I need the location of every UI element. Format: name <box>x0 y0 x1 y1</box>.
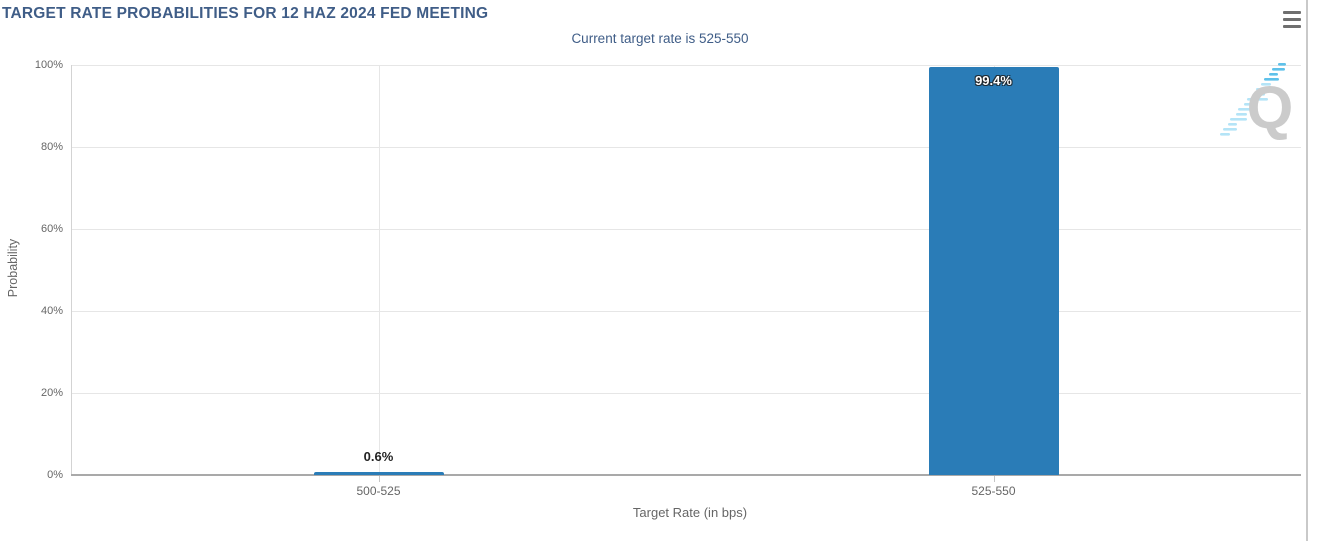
x-tick-mark <box>993 476 995 482</box>
hamburger-menu-icon <box>1283 18 1301 21</box>
chart-title: TARGET RATE PROBABILITIES FOR 12 HAZ 202… <box>2 5 489 22</box>
probability-bar[interactable] <box>928 67 1059 475</box>
y-tick-label: 20% <box>40 387 63 399</box>
x-tick-label: 500-525 <box>356 484 401 498</box>
hamburger-menu-icon <box>1283 25 1301 28</box>
y-tick-label: 0% <box>47 469 63 481</box>
x-axis-line <box>71 474 1301 476</box>
y-gridline <box>71 393 1301 394</box>
hamburger-menu-icon <box>1283 11 1301 14</box>
chart-context-menu-button[interactable] <box>1283 11 1301 28</box>
x-gridline <box>378 65 380 475</box>
y-tick-label: 100% <box>34 59 63 71</box>
bar-value-label: 99.4% <box>975 73 1012 88</box>
x-tick-label: 525-550 <box>971 484 1016 498</box>
y-tick-label: 60% <box>40 223 63 235</box>
y-gridline <box>71 147 1301 148</box>
y-axis-title: Probability <box>6 238 20 298</box>
q-watermark-letter: Q <box>1247 74 1294 141</box>
q-logo-watermark: Q <box>1220 63 1294 141</box>
bar-value-label: 0.6% <box>363 449 394 464</box>
x-axis-title: Target Rate (in bps) <box>632 505 748 520</box>
chart-subtitle: Current target rate is 525-550 <box>571 31 749 46</box>
y-tick-label: 80% <box>40 141 63 153</box>
y-axis-line <box>71 65 72 475</box>
y-gridline <box>71 311 1301 312</box>
x-tick-mark <box>378 476 380 482</box>
y-gridline <box>71 65 1301 66</box>
panel-right-border <box>1306 0 1308 541</box>
y-gridline <box>71 229 1301 230</box>
probability-bar[interactable] <box>313 472 444 475</box>
y-tick-label: 40% <box>40 305 63 317</box>
